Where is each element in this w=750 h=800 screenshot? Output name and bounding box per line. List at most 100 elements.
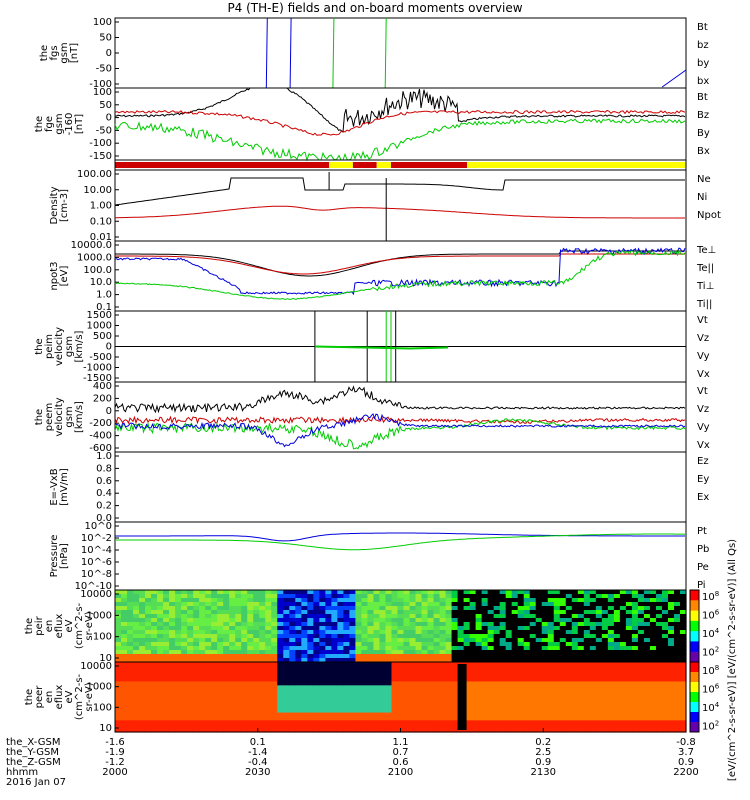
footer-value: 0.9 (678, 757, 694, 768)
colorbar-tick: 106 (702, 683, 720, 696)
legend-ti⊥: Ti⊥ (696, 281, 714, 292)
legend-ne: Ne (697, 174, 711, 185)
y-axis-label: [nPa] (59, 543, 70, 569)
y-tick-label: 50 (99, 100, 112, 111)
y-tick-label: 100.0 (83, 265, 112, 276)
y-tick-label: 0.01 (90, 232, 112, 243)
panel-efield (114, 451, 687, 523)
y-tick-label: 0.6 (96, 476, 112, 487)
footer-value: 0.7 (392, 747, 409, 758)
footer-value: 2200 (673, 767, 699, 778)
y-tick-label: -400 (89, 431, 112, 442)
y-tick-label: 10000 (80, 661, 112, 672)
series-line (114, 249, 686, 300)
y-tick-label: 0.8 (96, 463, 112, 474)
y-tick-label: 0.0 (96, 513, 112, 524)
y-axis-label: npot3 (49, 261, 60, 290)
y-axis-label: Pressure (49, 535, 60, 578)
y-tick-label: 0 (106, 113, 112, 124)
y-axis-label: gsm (54, 113, 65, 134)
y-tick-label: 10.0 (90, 277, 112, 288)
legend-by: by (697, 58, 709, 69)
footer-value: 2130 (530, 767, 556, 778)
y-axis-label: fgs (49, 45, 60, 60)
series-line (114, 415, 686, 425)
y-axis-label: the (34, 338, 45, 354)
y-tick-label: 10000 (80, 589, 112, 600)
footer-value: -1.2 (105, 757, 125, 768)
y-tick-label: 10^-10 (75, 581, 112, 592)
mode-segment (376, 162, 391, 168)
legend-bz: Bz (697, 110, 709, 121)
series-line (289, 17, 292, 89)
series-line (114, 177, 685, 206)
legend-ni: Ni (697, 192, 707, 203)
mode-segment (329, 162, 353, 168)
y-tick-label: 10^-8 (81, 569, 112, 580)
y-axis-label: the (24, 618, 35, 634)
y-axis-label: en (44, 620, 55, 633)
series-line (114, 247, 686, 296)
legend-vx: Vx (697, 440, 710, 451)
panel-peer (114, 661, 687, 733)
legend-bt: Bt (697, 22, 708, 33)
colorbar-tick: 106 (702, 609, 720, 622)
legend-ex: Ex (697, 492, 709, 503)
footer-value: 0.6 (392, 757, 409, 768)
y-axis-label: the (39, 45, 50, 61)
legend-bx: bx (697, 76, 709, 87)
y-axis-label: fge (44, 116, 55, 132)
footer-value: 2.5 (535, 747, 552, 758)
colorbar-tick: 104 (702, 701, 720, 714)
y-tick-label: 1000 (87, 610, 112, 621)
y-axis-label: gsm (64, 336, 75, 357)
legend-vz: Vz (697, 404, 709, 415)
panel-peim (114, 310, 687, 383)
legend-bx: Bx (697, 146, 710, 157)
y-axis-label: the (34, 409, 45, 425)
colorbar (689, 589, 700, 733)
footer-row-label: the_Y-GSM (6, 747, 60, 758)
mode-segment (115, 162, 330, 168)
mode-segment (352, 162, 377, 168)
colorbar-tick: 102 (702, 720, 719, 733)
y-axis-label: peem (44, 403, 55, 431)
panel-fge (114, 87, 687, 161)
y-axis-label: velocity (54, 397, 65, 436)
footer-value: -1.6 (105, 737, 125, 748)
y-tick-label: -1000 (83, 363, 112, 374)
legend-bz: bz (697, 40, 709, 51)
y-tick-label: 0 (106, 406, 112, 417)
footer-value: 1.1 (392, 737, 409, 748)
y-axis-label: [mV/m] (59, 468, 70, 506)
footer-value: 3.7 (678, 747, 694, 758)
y-axis-label: -160 (64, 113, 75, 136)
y-tick-label: -200 (89, 418, 112, 429)
legend-te⊥: Te⊥ (696, 245, 716, 256)
mode-segment (467, 162, 686, 168)
y-axis-label: [eV] (59, 266, 70, 287)
legend-pt: Pt (697, 526, 707, 537)
series-line (332, 17, 335, 89)
y-axis-label: the (34, 116, 45, 132)
legend-vy: Vy (697, 422, 710, 433)
y-tick-label: 0.10 (90, 216, 112, 227)
chart-title: P4 (TH-E) fields and on-board moments ov… (227, 1, 523, 15)
y-axis-label: [nT] (74, 114, 85, 134)
y-tick-label: 100 (93, 17, 112, 28)
footer-row-label: the_Z-GSM (6, 757, 61, 768)
y-tick-label: 0.1 (96, 302, 112, 313)
y-axis-label: E=-VxB (49, 468, 60, 505)
y-tick-label: 1000.0 (77, 252, 112, 263)
series-line (265, 17, 268, 89)
y-tick-label: 100 (93, 632, 112, 643)
footer-value: 2100 (387, 767, 414, 778)
y-tick-label: 100 (93, 702, 112, 713)
footer-row-label: 2016 Jan 07 (6, 777, 66, 788)
y-tick-label: 10^-6 (81, 557, 112, 568)
legend-ez: Ez (697, 456, 709, 467)
y-tick-label: 500 (93, 331, 112, 342)
colorbar-label: [eV/(cm^2-s-sr-eV)] [eV/(cm^2-s-sr-eV)] … (727, 539, 738, 781)
series-line (115, 253, 685, 275)
